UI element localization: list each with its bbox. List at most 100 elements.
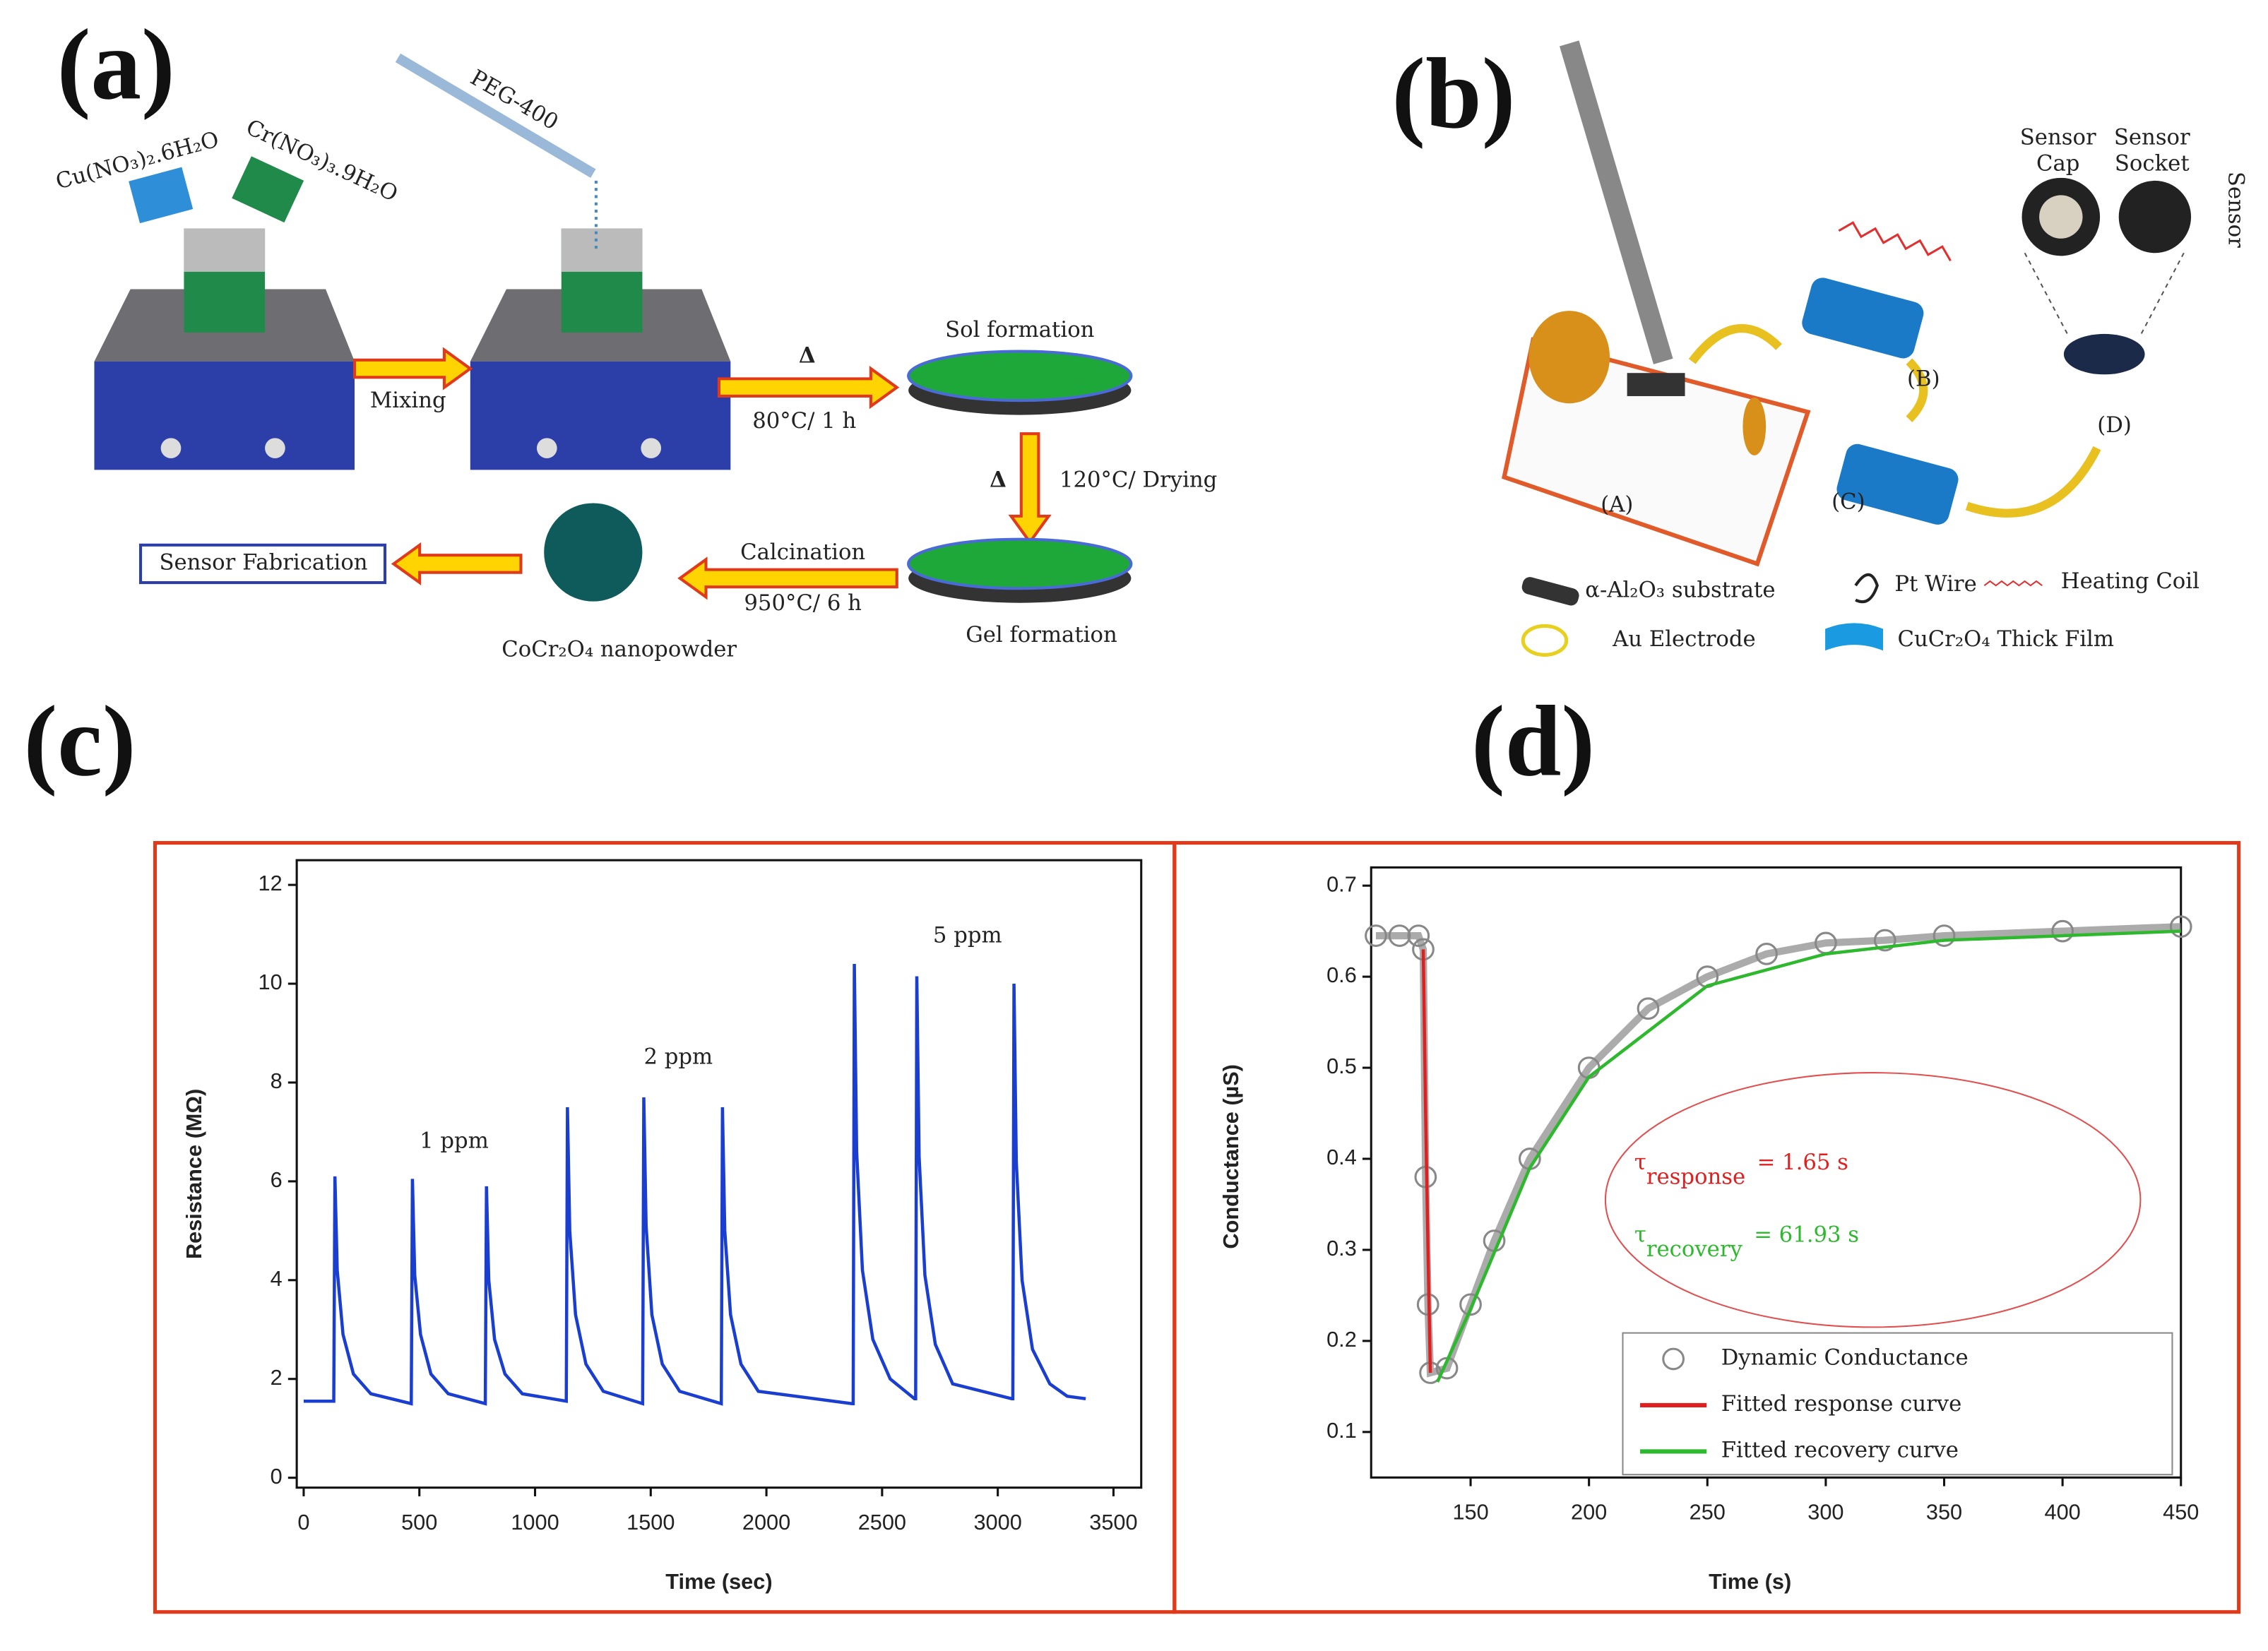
y-tick-label: 0.3 (1326, 1236, 1357, 1260)
annotation-symbol: τ (1634, 1150, 1646, 1175)
part-label: Cap (2036, 151, 2079, 176)
x-tick-label: 500 (401, 1510, 437, 1534)
film-cylinder (1802, 278, 1924, 359)
arrow (717, 366, 900, 410)
sensor-device (2063, 333, 2145, 375)
film-cylinder (1836, 443, 1959, 525)
x-tick-label: 250 (1690, 1500, 1726, 1525)
y-tick-label: 4 (271, 1266, 283, 1291)
part-label: Sensor (2223, 172, 2248, 248)
legend-label: Heating Coil (2061, 569, 2199, 594)
legend-pt-wire (1854, 573, 1879, 604)
step-label: 80°C/ 1 h (752, 409, 856, 434)
data-point (1932, 924, 1956, 947)
legend-heating-coil (1983, 580, 2043, 587)
data-point (1873, 929, 1896, 952)
sensor-socket (2118, 180, 2192, 254)
syringe (1559, 40, 1673, 364)
knob (160, 438, 182, 458)
knob (641, 438, 662, 458)
series-line (1421, 949, 1432, 1373)
heating-coil (1838, 221, 1952, 262)
legend-box (1622, 1332, 2173, 1476)
gel (907, 537, 1133, 590)
panel-label: (c) (24, 684, 136, 797)
y-axis-label: Conductance (µS) (1218, 1064, 1243, 1249)
sensor-cap-inner (2039, 195, 2083, 239)
part-label: Sensor (2020, 126, 2096, 150)
x-tick-label: 2000 (742, 1510, 790, 1534)
legend-label: Dynamic Conductance (1721, 1345, 1969, 1370)
x-axis-label: Time (sec) (665, 1569, 772, 1594)
holder (1742, 398, 1767, 455)
annotation-subscript: recovery (1646, 1237, 1743, 1262)
annotation: 5 ppm (933, 924, 1002, 948)
axes-frame (295, 859, 1143, 1489)
part-label: Socket (2115, 151, 2190, 176)
data-point (1459, 1293, 1482, 1316)
legend-label: Pt Wire (1894, 572, 1976, 597)
step-label: Gel formation (966, 623, 1117, 648)
x-tick-label: 350 (1926, 1500, 1962, 1525)
annotation-ellipse (1604, 1072, 2142, 1328)
data-point (1407, 924, 1430, 947)
data-point (2169, 915, 2192, 938)
data-point (1637, 997, 1660, 1020)
step-label: Sensor Fabrication (159, 550, 367, 575)
x-tick-label: 450 (2163, 1500, 2199, 1525)
heat-symbol: Δ (799, 343, 816, 369)
step-label: Mixing (370, 388, 446, 413)
knob (265, 438, 285, 458)
annotation: 2 ppm (643, 1045, 713, 1070)
annotation-text: = 61.93 s (1754, 1222, 1859, 1247)
x-tick-label: 1500 (627, 1510, 675, 1534)
y-tick-label: 0 (271, 1464, 283, 1489)
y-tick-label: 2 (271, 1365, 283, 1390)
axes-frame (1370, 866, 2183, 1479)
pipette (395, 53, 596, 178)
y-tick-label: 0.7 (1326, 871, 1357, 896)
holder (1528, 311, 1610, 404)
x-tick-label: 300 (1807, 1500, 1844, 1525)
x-tick-label: 3000 (974, 1510, 1022, 1534)
substrate (1627, 373, 1685, 396)
vial (129, 167, 194, 224)
series-line (303, 964, 1086, 1406)
y-tick-label: 0.1 (1326, 1418, 1357, 1443)
x-tick-label: 200 (1571, 1500, 1607, 1525)
data-point (1365, 924, 1387, 947)
step-label: 950°C/ 6 h (744, 591, 862, 616)
panel-frame (1172, 841, 2241, 1614)
arrow (677, 556, 898, 600)
legend-label: CuCr₂O₄ Thick Film (1897, 627, 2114, 652)
nanopowder (544, 503, 643, 602)
legend-thick-film (1825, 623, 1883, 651)
x-tick-label: 3500 (1089, 1510, 1137, 1534)
y-tick-label: 6 (271, 1167, 283, 1192)
y-tick-label: 0.5 (1326, 1054, 1357, 1078)
panel-label: (a) (57, 8, 175, 120)
sol (907, 350, 1133, 403)
y-tick-label: 0.2 (1326, 1327, 1357, 1352)
annotation-subscript: response (1646, 1165, 1745, 1190)
annotation: 1 ppm (420, 1128, 489, 1153)
step-label: (B) (1907, 366, 1940, 391)
heat-symbol: Δ (990, 467, 1007, 493)
vial (232, 156, 304, 223)
legend-substrate (1521, 577, 1579, 606)
arrow (1008, 432, 1052, 545)
x-tick-label: 400 (2045, 1500, 2081, 1525)
legend-label: α-Al₂O₃ substrate (1585, 578, 1775, 602)
series-line (1436, 929, 2181, 1383)
arrow (352, 347, 473, 391)
y-axis-label: Resistance (MΩ) (182, 1089, 206, 1259)
y-tick-label: 8 (271, 1068, 283, 1093)
x-tick-label: 0 (297, 1510, 309, 1534)
x-tick-label: 150 (1452, 1500, 1488, 1525)
data-point (2051, 919, 2074, 943)
hotplate-base (94, 361, 355, 470)
hotplate-base (470, 361, 731, 470)
legend-au-electrode (1521, 624, 1569, 657)
data-point (1755, 943, 1778, 965)
